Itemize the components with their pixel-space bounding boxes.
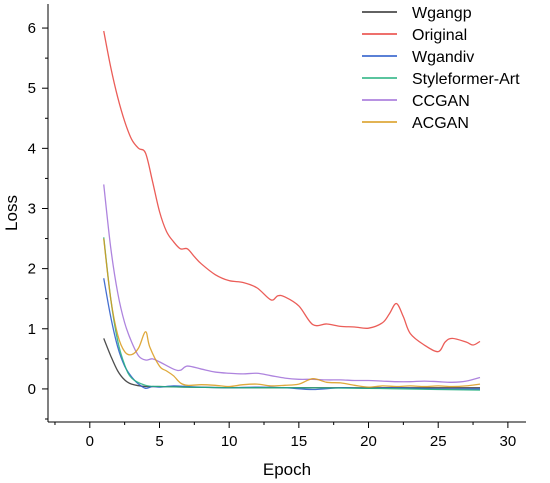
axes-layer bbox=[47, 4, 526, 423]
series-line-original bbox=[103, 30, 481, 353]
y-tick-label: 5 bbox=[28, 80, 36, 97]
ticks-layer: 0 5 10 15 20 25 30 0 1 2 3 4 5 6 bbox=[28, 20, 517, 450]
x-tick-label: 10 bbox=[221, 433, 238, 450]
series-line-acgan bbox=[103, 238, 481, 388]
series-line-ccgan bbox=[103, 184, 481, 383]
y-tick-label: 1 bbox=[28, 321, 36, 338]
y-tick-label: 6 bbox=[28, 20, 36, 37]
y-axis-title: Loss bbox=[2, 195, 21, 231]
x-tick-label: 25 bbox=[430, 433, 447, 450]
y-tick-label: 4 bbox=[28, 140, 36, 157]
legend-label-wgangp: Wgangp bbox=[412, 5, 472, 22]
legend-label-ccgan: CCGAN bbox=[412, 93, 470, 110]
y-tick-label: 0 bbox=[28, 381, 36, 398]
series-line-wgangp bbox=[103, 338, 481, 389]
series-layer bbox=[103, 30, 481, 391]
x-tick-label: 5 bbox=[155, 433, 163, 450]
legend-label-acgan: ACGAN bbox=[412, 115, 469, 132]
legend: Wgangp Original Wgandiv Styleformer-Art CCGA… bbox=[362, 5, 520, 132]
legend-label-wgandiv: Wgandiv bbox=[412, 49, 474, 66]
series-line-wgandiv bbox=[103, 278, 481, 391]
x-tick-label: 15 bbox=[291, 433, 308, 450]
legend-label-styleformer-art: Styleformer-Art bbox=[412, 71, 520, 88]
x-tick-label: 20 bbox=[360, 433, 377, 450]
y-tick-label: 3 bbox=[28, 200, 36, 217]
series-line-styleformer-art bbox=[103, 237, 481, 391]
x-tick-label: 0 bbox=[86, 433, 94, 450]
legend-label-original: Original bbox=[412, 27, 467, 44]
x-axis-title: Epoch bbox=[263, 460, 311, 479]
y-tick-label: 2 bbox=[28, 261, 36, 278]
x-tick-label: 30 bbox=[500, 433, 517, 450]
